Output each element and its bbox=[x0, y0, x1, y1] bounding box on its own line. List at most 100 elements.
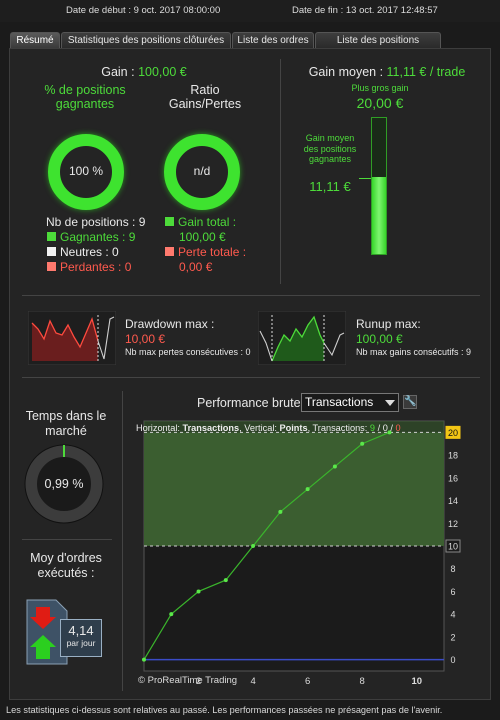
bottom-separator bbox=[122, 391, 123, 691]
chart-profit-zone-top bbox=[144, 421, 444, 433]
win-pct-label: % de positions gagnantes bbox=[44, 83, 126, 111]
chart-plot-area bbox=[142, 420, 445, 672]
chart-y-tick-label: 6 bbox=[450, 587, 455, 597]
chart-y-tick-label: 14 bbox=[448, 496, 458, 506]
gain-label: Gain : bbox=[101, 65, 135, 79]
avg-winners-label: Gain moyen des positions gagnantes bbox=[303, 133, 357, 164]
chart-y-tick-label: 2 bbox=[450, 632, 455, 642]
chart-point bbox=[169, 612, 174, 617]
chart-equity-line bbox=[143, 431, 390, 660]
chart-point bbox=[387, 430, 392, 435]
avg-gain-value: 11,11 € / trade bbox=[386, 65, 466, 79]
separator-2 bbox=[22, 377, 480, 378]
avg-gain-gauge-fill bbox=[372, 177, 386, 254]
drawdown-sparkline bbox=[28, 311, 116, 365]
chart-point bbox=[360, 441, 365, 446]
market-time-value: 0,99 % bbox=[44, 477, 84, 491]
drawdown-sub: Nb max pertes consécutives : 0 bbox=[125, 347, 251, 357]
drawdown-label: Drawdown max : bbox=[125, 317, 215, 331]
chart-x-tick-label: 2 bbox=[196, 676, 201, 687]
orders-label: Moy d'ordres exécutés : bbox=[30, 551, 102, 580]
tab-orders[interactable]: Liste des ordres bbox=[232, 32, 314, 48]
chart-y-tick-label: 0 bbox=[450, 655, 455, 665]
avg-winners-value: 11,11 € bbox=[309, 179, 351, 194]
chart-point bbox=[305, 487, 310, 492]
ratio-label: Ratio Gains/Pertes bbox=[168, 83, 242, 111]
tab-closed-stats[interactable]: Statistiques des positions clôturées bbox=[61, 32, 231, 48]
performance-select-value: Transactions bbox=[305, 395, 374, 409]
total-gain-swatch bbox=[164, 216, 175, 227]
gain-summary: Gain : 100,00 € bbox=[10, 65, 278, 79]
chart-y-tick-label: 4 bbox=[450, 610, 455, 620]
runup-label: Runup max: bbox=[356, 317, 421, 331]
chart-y-tick-box bbox=[445, 539, 461, 553]
separator-1 bbox=[22, 295, 480, 296]
drawdown-value: 10,00 € bbox=[125, 332, 166, 346]
disclaimer: Les statistiques ci-dessus sont relative… bbox=[0, 702, 500, 720]
total-gain-label: Gain total : bbox=[178, 215, 237, 229]
avg-gain-label: Gain moyen : bbox=[308, 65, 384, 79]
chart-profit-zone bbox=[144, 432, 444, 546]
chart-point bbox=[332, 464, 337, 469]
avg-gain-tick bbox=[359, 178, 371, 179]
chart-y-tick-label: 18 bbox=[448, 451, 458, 461]
orders-value: 4,14 bbox=[68, 623, 94, 638]
chart-x-tick-label: 10 bbox=[411, 676, 422, 687]
neutral-swatch bbox=[46, 246, 57, 257]
chart-x-tick-label: 8 bbox=[360, 676, 365, 687]
start-date: Date de début : 9 oct. 2017 08:00:00 bbox=[66, 5, 221, 16]
chart-y-tick-label: 10 bbox=[448, 542, 458, 552]
avg-gain-gauge bbox=[371, 117, 387, 255]
runup-sub: Nb max gains consécutifs : 9 bbox=[356, 347, 472, 357]
performance-label: Performance brute bbox=[197, 396, 301, 410]
positions-block: Nb de positions : 9 Gagnantes : 9 Neutre… bbox=[46, 215, 145, 275]
orders-doc-icon bbox=[26, 599, 68, 665]
runup-sparkline bbox=[258, 311, 346, 365]
total-loss-value: 0,00 € bbox=[179, 260, 213, 274]
chart-x-tick-label: 6 bbox=[305, 676, 310, 687]
chart-point bbox=[251, 544, 256, 548]
winners-count: Gagnantes : 9 bbox=[60, 230, 136, 244]
top-separator bbox=[280, 59, 281, 284]
wrench-icon[interactable]: 🔧 bbox=[403, 395, 417, 409]
max-gain-value: 20,00 € bbox=[356, 95, 404, 111]
performance-select[interactable]: Transactions bbox=[301, 393, 399, 412]
chart-point bbox=[142, 657, 146, 662]
separator-3 bbox=[22, 539, 112, 540]
chart-point bbox=[223, 578, 228, 583]
total-loss-label: Perte totale : bbox=[178, 245, 247, 259]
max-gain-label: Plus gros gain bbox=[351, 83, 409, 93]
chart-y-tick-box bbox=[445, 425, 461, 439]
orders-unit: par jour bbox=[66, 638, 96, 648]
chart-legend: Horizontal: Transactions, Vertical: Poin… bbox=[136, 423, 401, 433]
date-bar: Date de début : 9 oct. 2017 08:00:00 Dat… bbox=[0, 0, 500, 22]
winners-swatch bbox=[46, 231, 57, 242]
chart-y-tick-label: 8 bbox=[450, 564, 455, 574]
end-date: Date de fin : 13 oct. 2017 12:48:57 bbox=[292, 5, 438, 16]
chart-point bbox=[278, 509, 283, 514]
market-time-label: Temps dans le marché bbox=[25, 409, 107, 438]
total-gain-value: 100,00 € bbox=[179, 230, 226, 244]
total-loss-swatch bbox=[164, 246, 175, 257]
chart-point bbox=[196, 589, 201, 594]
win-pct-value: 100 % bbox=[68, 164, 104, 178]
losers-swatch bbox=[46, 261, 57, 272]
chart-y-axis: 0 2 4 6 8 10 12 14 16 18 20 bbox=[445, 425, 461, 665]
chart-y-tick-label: 12 bbox=[448, 519, 458, 529]
chart-y-tick-label: 16 bbox=[448, 473, 458, 483]
market-time-ring bbox=[24, 444, 104, 524]
tab-resume[interactable]: Résumé bbox=[10, 32, 60, 48]
chart-watermark: © ProRealTime Trading bbox=[138, 675, 237, 686]
runup-value: 100,00 € bbox=[356, 332, 403, 346]
chart-x-tick-label: 4 bbox=[250, 676, 255, 687]
totals-block: Gain total : 100,00 € Perte totale : 0,0… bbox=[164, 215, 246, 275]
chart-y-tick-label: 20 bbox=[448, 428, 458, 438]
tab-closed-positions[interactable]: Liste des positions clôturées bbox=[315, 32, 441, 61]
losers-count: Perdantes : 0 bbox=[60, 260, 132, 274]
avg-gain-heading: Gain moyen : 11,11 € / trade bbox=[282, 65, 492, 79]
chevron-down-icon bbox=[385, 400, 395, 406]
chart-x-axis: 2 4 6 8 10 bbox=[196, 676, 422, 687]
orders-card: 4,14 par jour bbox=[60, 619, 102, 657]
positions-count: Nb de positions : 9 bbox=[46, 215, 146, 229]
neutral-count: Neutres : 0 bbox=[60, 245, 119, 259]
